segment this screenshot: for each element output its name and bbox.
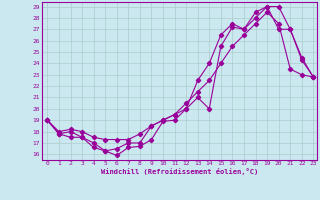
X-axis label: Windchill (Refroidissement éolien,°C): Windchill (Refroidissement éolien,°C) (100, 168, 258, 175)
